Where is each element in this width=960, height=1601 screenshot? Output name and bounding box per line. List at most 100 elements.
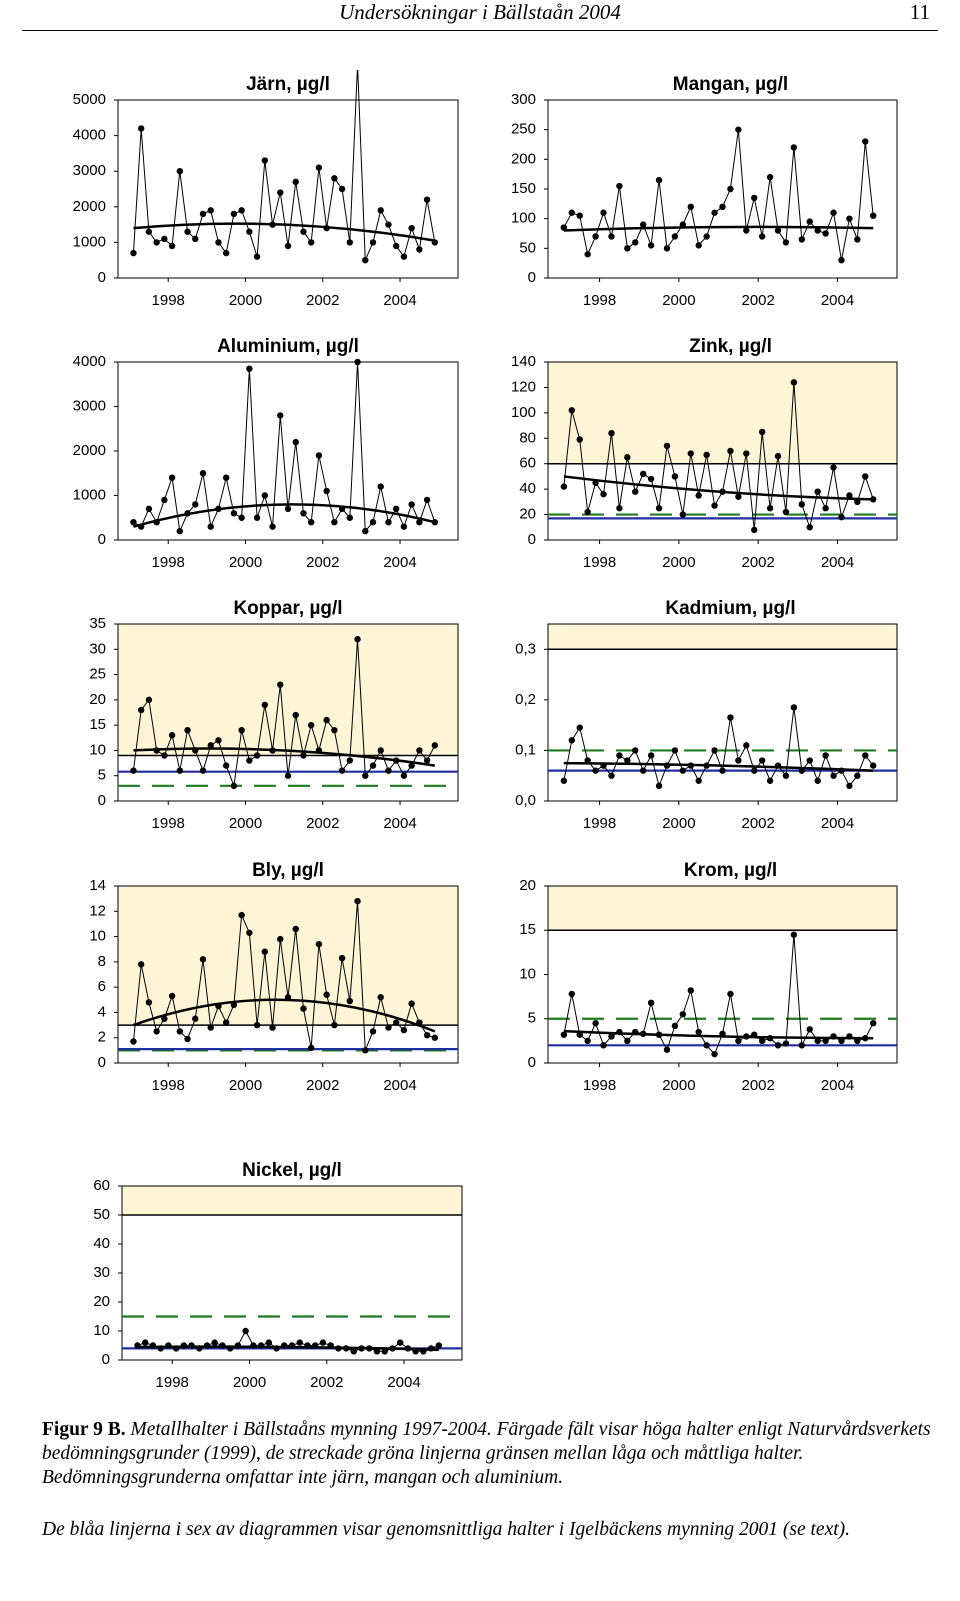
data-point bbox=[854, 498, 861, 506]
y-tick-label: 0 bbox=[528, 1054, 536, 1071]
data-point bbox=[624, 454, 631, 461]
data-point bbox=[269, 523, 276, 530]
data-point bbox=[735, 126, 742, 133]
data-point bbox=[830, 772, 837, 779]
x-tick-label: 2002 bbox=[306, 554, 339, 571]
series bbox=[560, 126, 877, 264]
data-point bbox=[560, 777, 568, 784]
x-tick-label: 1998 bbox=[156, 1374, 189, 1391]
data-line bbox=[132, 639, 436, 787]
data-point bbox=[774, 227, 782, 234]
data-point bbox=[238, 727, 245, 734]
caption-text: Metallhalter i Bällstaåns mynning 1997-2… bbox=[42, 1419, 931, 1488]
data-point bbox=[584, 251, 591, 258]
data-point bbox=[137, 961, 145, 968]
data-point bbox=[814, 227, 821, 234]
y-tick-label: 10 bbox=[89, 928, 106, 945]
data-point bbox=[338, 954, 346, 962]
y-tick-label: 0 bbox=[528, 531, 536, 548]
x-tick-label: 2004 bbox=[821, 815, 854, 832]
x-tick-label: 2004 bbox=[383, 1077, 416, 1094]
y-tick-label: 0 bbox=[98, 269, 106, 286]
data-point bbox=[130, 767, 137, 774]
x-tick-label: 2000 bbox=[229, 554, 262, 571]
data-point bbox=[199, 470, 207, 477]
data-point bbox=[663, 245, 671, 252]
data-point bbox=[168, 732, 176, 739]
data-point bbox=[292, 925, 299, 933]
data-point bbox=[145, 228, 153, 235]
y-tick-label: 50 bbox=[519, 239, 536, 256]
data-point bbox=[277, 681, 284, 688]
y-tick-label: 0,1 bbox=[515, 741, 536, 758]
data-point bbox=[743, 742, 750, 749]
data-point bbox=[568, 990, 575, 998]
data-point bbox=[568, 209, 575, 216]
data-point bbox=[277, 412, 284, 419]
data-point bbox=[284, 772, 292, 779]
x-tick-label: 2002 bbox=[306, 292, 339, 309]
y-tick-label: 10 bbox=[519, 965, 536, 982]
data-point bbox=[242, 1327, 249, 1335]
data-point bbox=[215, 737, 222, 744]
data-point bbox=[624, 757, 631, 764]
data-point bbox=[846, 492, 853, 499]
data-point bbox=[870, 762, 877, 769]
x-tick-label: 2004 bbox=[383, 815, 416, 832]
data-point bbox=[307, 239, 315, 246]
data-point bbox=[176, 527, 184, 535]
data-point bbox=[300, 510, 307, 517]
y-tick-label: 30 bbox=[93, 1264, 110, 1281]
data-point bbox=[331, 727, 338, 734]
data-point bbox=[253, 253, 261, 260]
data-point bbox=[782, 772, 790, 779]
data-point bbox=[130, 249, 137, 257]
data-point bbox=[238, 207, 245, 214]
data-point bbox=[284, 242, 292, 250]
data-point bbox=[838, 513, 845, 521]
data-point bbox=[782, 239, 790, 246]
trend-line bbox=[563, 225, 874, 232]
data-point bbox=[261, 492, 269, 499]
data-point bbox=[362, 1047, 369, 1054]
data-point bbox=[639, 470, 647, 478]
data-point bbox=[423, 196, 431, 203]
header-title: Undersökningar i Bällstaån 2004 bbox=[339, 0, 621, 24]
y-tick-label: 15 bbox=[89, 716, 106, 733]
y-tick-label: 15 bbox=[519, 921, 536, 938]
data-point bbox=[153, 239, 160, 246]
y-tick-label: 5000 bbox=[73, 91, 106, 108]
series bbox=[130, 897, 439, 1054]
data-point bbox=[307, 1044, 315, 1052]
data-point bbox=[168, 242, 176, 250]
y-tick-label: 25 bbox=[89, 666, 106, 683]
data-point bbox=[616, 752, 623, 759]
y-tick-label: 250 bbox=[511, 121, 536, 138]
x-tick-label: 1998 bbox=[152, 554, 185, 571]
y-tick-label: 10 bbox=[89, 741, 106, 758]
data-point bbox=[408, 762, 415, 769]
data-line bbox=[132, 70, 436, 261]
data-point bbox=[431, 742, 439, 749]
y-tick-label: 300 bbox=[511, 91, 536, 108]
data-point bbox=[663, 442, 671, 450]
trend-line bbox=[133, 222, 436, 242]
data-point bbox=[369, 762, 377, 769]
data-point bbox=[400, 253, 408, 260]
data-point bbox=[130, 1038, 137, 1045]
data-point bbox=[176, 1028, 184, 1035]
chart-title: Zink, µg/l bbox=[689, 336, 772, 357]
trend-line bbox=[563, 475, 874, 501]
x-tick-label: 2004 bbox=[387, 1374, 420, 1391]
data-point bbox=[292, 438, 299, 446]
data-point bbox=[814, 1037, 821, 1045]
data-point bbox=[822, 230, 829, 237]
data-point bbox=[751, 194, 758, 202]
caption-note: De blåa linjerna i sex av diagrammen vis… bbox=[42, 1519, 851, 1540]
x-tick-label: 2000 bbox=[662, 1077, 695, 1094]
y-tick-label: 5 bbox=[98, 767, 106, 784]
y-tick-label: 14 bbox=[89, 877, 106, 894]
data-point bbox=[679, 767, 687, 774]
data-point bbox=[238, 911, 245, 919]
data-point bbox=[584, 1037, 591, 1045]
